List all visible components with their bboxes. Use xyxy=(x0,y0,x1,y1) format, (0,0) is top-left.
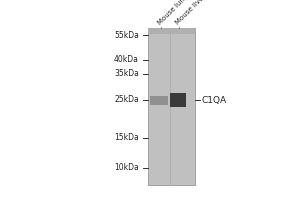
Text: 25kDa: 25kDa xyxy=(114,96,139,104)
Text: Mouse lung: Mouse lung xyxy=(157,0,190,26)
Text: 10kDa: 10kDa xyxy=(114,164,139,172)
Text: C1QA: C1QA xyxy=(202,96,227,104)
Text: Mouse liver: Mouse liver xyxy=(175,0,207,26)
Bar xyxy=(150,96,168,104)
Bar xyxy=(170,93,186,107)
Text: 40kDa: 40kDa xyxy=(114,55,139,64)
Bar xyxy=(148,28,195,185)
Text: 55kDa: 55kDa xyxy=(114,30,139,40)
Text: 15kDa: 15kDa xyxy=(114,134,139,142)
Bar xyxy=(148,28,195,34)
Text: 35kDa: 35kDa xyxy=(114,70,139,78)
